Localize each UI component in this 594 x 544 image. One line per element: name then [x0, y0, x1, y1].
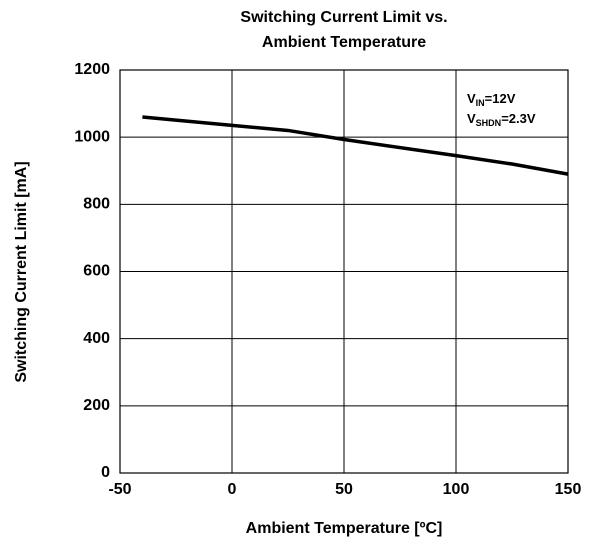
plot-frame: [119, 69, 569, 474]
annotation: VIN=12V: [467, 91, 516, 108]
y-tick-label: 600: [83, 263, 110, 280]
y-tick-label: 200: [83, 397, 110, 414]
annotation-part: =12V: [485, 91, 516, 106]
annotation-part: =2.3V: [501, 111, 536, 126]
chart-title-line: Ambient Temperature: [262, 34, 426, 51]
y-tick-label: 1000: [74, 128, 110, 145]
x-tick-label: 0: [228, 481, 237, 498]
data-line: [142, 115, 569, 176]
annotation-part: IN: [476, 98, 485, 108]
x-tick-label: 50: [335, 481, 353, 498]
annotation-part: V: [467, 111, 476, 126]
y-tick-label: 400: [83, 330, 110, 347]
x-tick-label: 150: [555, 481, 582, 498]
annotation-part: V: [467, 91, 476, 106]
y-tick-label: 800: [83, 196, 110, 213]
annotation-part: SHDN: [476, 118, 502, 128]
x-tick-label: -50: [108, 481, 131, 498]
annotation: VSHDN=2.3V: [467, 111, 536, 128]
y-tick-label: 1200: [74, 61, 110, 78]
y-axis-label: Switching Current Limit [mA]: [13, 161, 30, 382]
y-tick-label: 0: [101, 464, 110, 481]
x-tick-label: 100: [443, 481, 470, 498]
x-axis-label: Ambient Temperature [ºC]: [246, 520, 443, 537]
chart-title-line: Switching Current Limit vs.: [240, 9, 447, 26]
